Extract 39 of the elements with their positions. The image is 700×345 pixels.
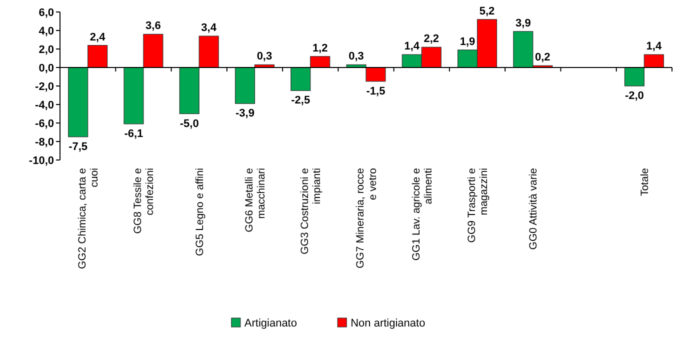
data-label: -2,5 xyxy=(291,94,310,107)
x-tick-label: GG1 Lav. agricole e alimenti xyxy=(410,168,434,261)
data-label: 0,3 xyxy=(256,50,272,63)
data-label: 1,4 xyxy=(404,40,420,53)
data-label: 0,3 xyxy=(348,50,364,63)
data-label: 1,9 xyxy=(460,36,476,48)
legend-label: Non artigianato xyxy=(350,318,426,330)
x-tick-label: Totale xyxy=(638,168,651,196)
x-tick-label: GG6 Metalli e macchinari xyxy=(243,168,268,232)
y-tick-label: -10,0 xyxy=(28,154,54,167)
data-label: 3,9 xyxy=(516,17,531,30)
data-label: -2,0 xyxy=(624,90,644,102)
data-label: 2,2 xyxy=(424,33,440,46)
data-label: 3,4 xyxy=(201,22,218,34)
y-tick-label: 4,0 xyxy=(38,25,54,38)
x-tick-label: GG5 Legno e affini xyxy=(194,168,206,256)
data-label: 1,4 xyxy=(646,40,662,53)
data-label: 1,2 xyxy=(312,42,328,54)
x-tick-label: GG2 Chimica, carta e cuoi xyxy=(76,168,101,269)
legend-label: Artigianato xyxy=(244,318,297,330)
data-label: -7,5 xyxy=(68,140,88,153)
y-tick-label: -6,0 xyxy=(35,118,54,130)
data-label: 3,6 xyxy=(146,20,161,32)
x-tick-label: GG3 Costruzioni e impianti xyxy=(299,168,324,254)
data-label: -1,5 xyxy=(366,85,386,98)
y-tick-label: -2,0 xyxy=(35,80,54,93)
data-label: 2,4 xyxy=(90,31,106,44)
y-tick-label: 0,0 xyxy=(38,62,54,74)
y-tick-label: 6,0 xyxy=(38,6,54,19)
data-label: -6,1 xyxy=(124,128,144,140)
y-tick-label: 2,0 xyxy=(38,44,54,56)
data-label: -5,0 xyxy=(180,118,199,130)
data-label: -3,9 xyxy=(236,108,254,120)
data-label: 0,2 xyxy=(534,52,550,64)
y-tick-label: -4,0 xyxy=(35,99,54,112)
x-tick-label: GG0 Attività varie xyxy=(528,168,540,250)
y-tick-label: -8,0 xyxy=(35,136,54,148)
data-label: 5,2 xyxy=(479,5,495,18)
x-tick-label: GG7 Mineraria, rocce e vetro xyxy=(354,168,379,268)
